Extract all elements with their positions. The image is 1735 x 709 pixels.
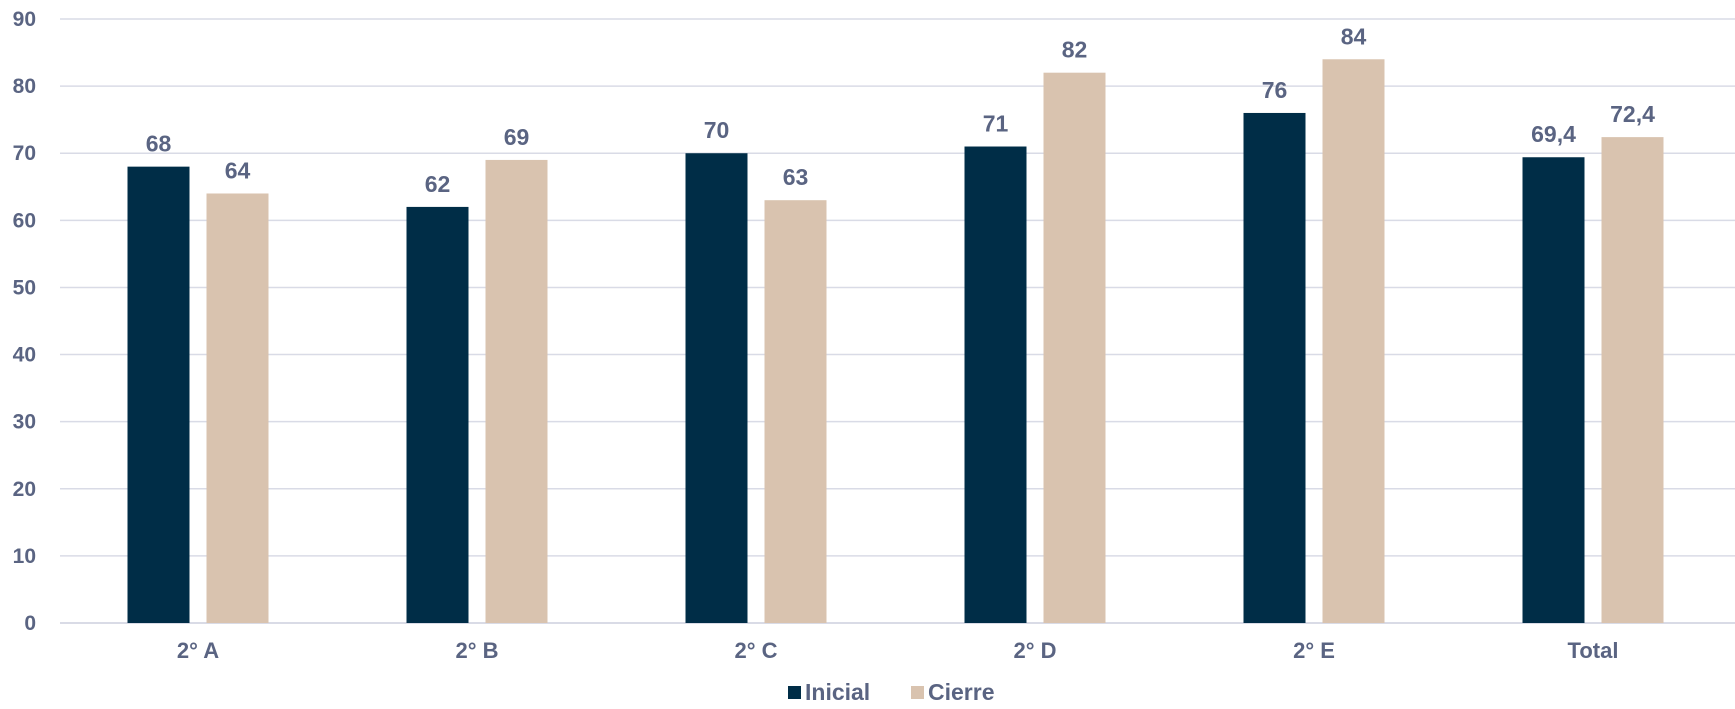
data-label: 72,4: [1610, 101, 1655, 127]
y-tick-label: 80: [13, 75, 36, 98]
y-tick-label: 0: [24, 612, 36, 635]
y-tick-label: 30: [13, 411, 36, 434]
bar-inicial-3: [964, 146, 1027, 623]
data-label: 69,4: [1531, 121, 1576, 147]
x-category-label: Total: [1568, 638, 1619, 663]
y-tick-label: 70: [13, 142, 36, 165]
y-tick-label: 60: [13, 209, 36, 232]
y-axis-tick-labels: 0 10 20 30 40 50 60 70 80 90: [13, 8, 36, 635]
data-label: 71: [983, 111, 1009, 137]
bar-inicial-2: [685, 153, 748, 623]
bar-cierre-3: [1043, 72, 1106, 623]
data-label: 82: [1062, 37, 1088, 63]
data-label: 64: [225, 157, 251, 183]
bar-cierre-4: [1322, 59, 1385, 624]
data-labels: 68 64 62 69 70 63 71 82 76 84 69,4 72,4: [146, 23, 1655, 197]
data-label: 62: [425, 171, 451, 197]
legend: Inicial Cierre: [788, 679, 994, 705]
y-tick-label: 50: [13, 276, 36, 299]
y-tick-label: 10: [13, 545, 36, 568]
legend-swatch-cierre: [911, 686, 924, 699]
y-tick-label: 90: [13, 8, 36, 31]
bar-cierre-2: [764, 200, 827, 623]
data-label: 68: [146, 131, 172, 157]
legend-label-cierre: Cierre: [928, 679, 994, 705]
legend-label-inicial: Inicial: [805, 679, 870, 705]
data-label: 70: [704, 117, 730, 143]
data-label: 63: [783, 164, 809, 190]
bar-cierre-1: [485, 159, 548, 623]
x-category-label: 2° B: [455, 638, 498, 663]
y-tick-label: 40: [13, 344, 36, 367]
legend-swatch-inicial: [788, 686, 801, 699]
bar-inicial-0: [127, 166, 190, 623]
bars: [127, 59, 1664, 624]
x-category-label: 2° E: [1293, 638, 1335, 663]
gridlines: [60, 18, 1735, 624]
bar-cierre-0: [206, 193, 269, 623]
data-label: 69: [504, 124, 530, 150]
x-axis-category-labels: 2° A 2° B 2° C 2° D 2° E Total: [177, 638, 1619, 663]
bar-inicial-1: [406, 206, 469, 623]
x-category-label: 2° C: [734, 638, 777, 663]
y-tick-label: 20: [13, 478, 36, 501]
bar-cierre-5: [1601, 137, 1664, 624]
data-label: 84: [1341, 23, 1367, 49]
x-category-label: 2° A: [177, 638, 219, 663]
bar-inicial-5: [1522, 157, 1585, 623]
x-category-label: 2° D: [1013, 638, 1056, 663]
data-label: 76: [1262, 77, 1288, 103]
bar-inicial-4: [1243, 112, 1306, 623]
